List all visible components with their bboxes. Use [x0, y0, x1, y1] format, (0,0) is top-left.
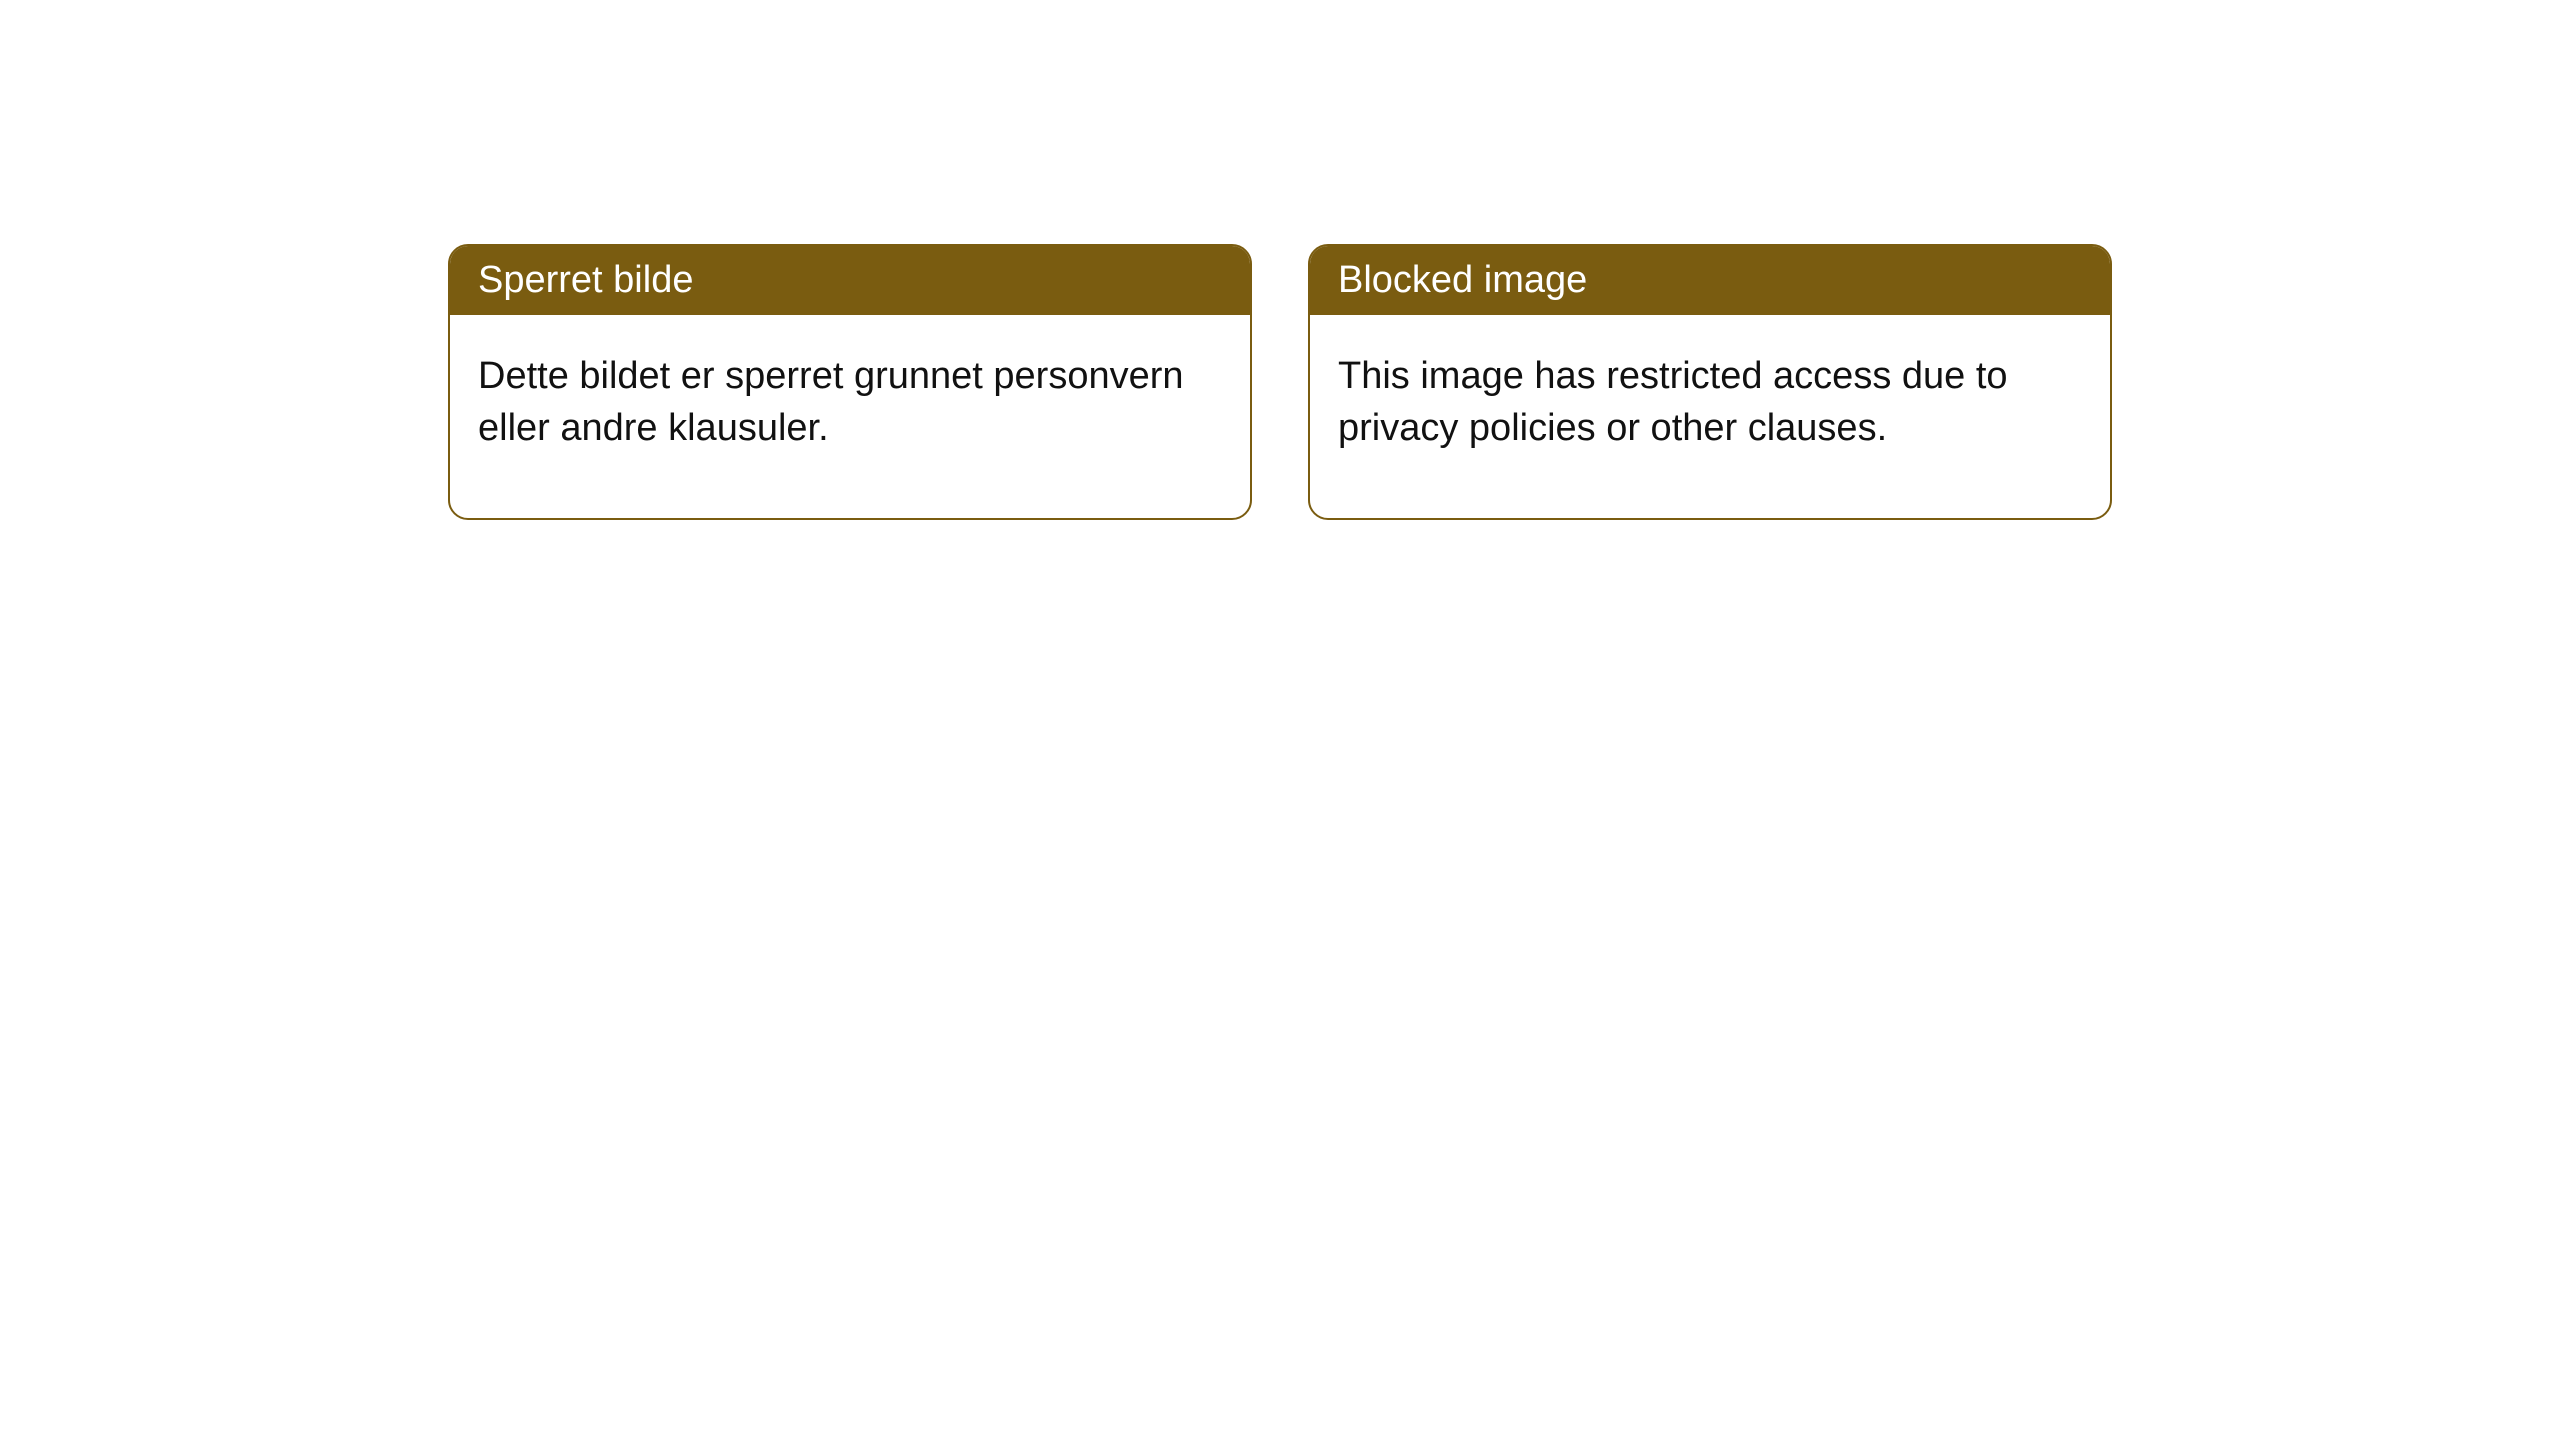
card-body: Dette bildet er sperret grunnet personve… — [450, 315, 1250, 518]
card-body: This image has restricted access due to … — [1310, 315, 2110, 518]
notice-cards-container: Sperret bilde Dette bildet er sperret gr… — [0, 0, 2560, 520]
notice-card-norwegian: Sperret bilde Dette bildet er sperret gr… — [448, 244, 1252, 520]
card-header: Blocked image — [1310, 246, 2110, 315]
notice-card-english: Blocked image This image has restricted … — [1308, 244, 2112, 520]
card-header: Sperret bilde — [450, 246, 1250, 315]
